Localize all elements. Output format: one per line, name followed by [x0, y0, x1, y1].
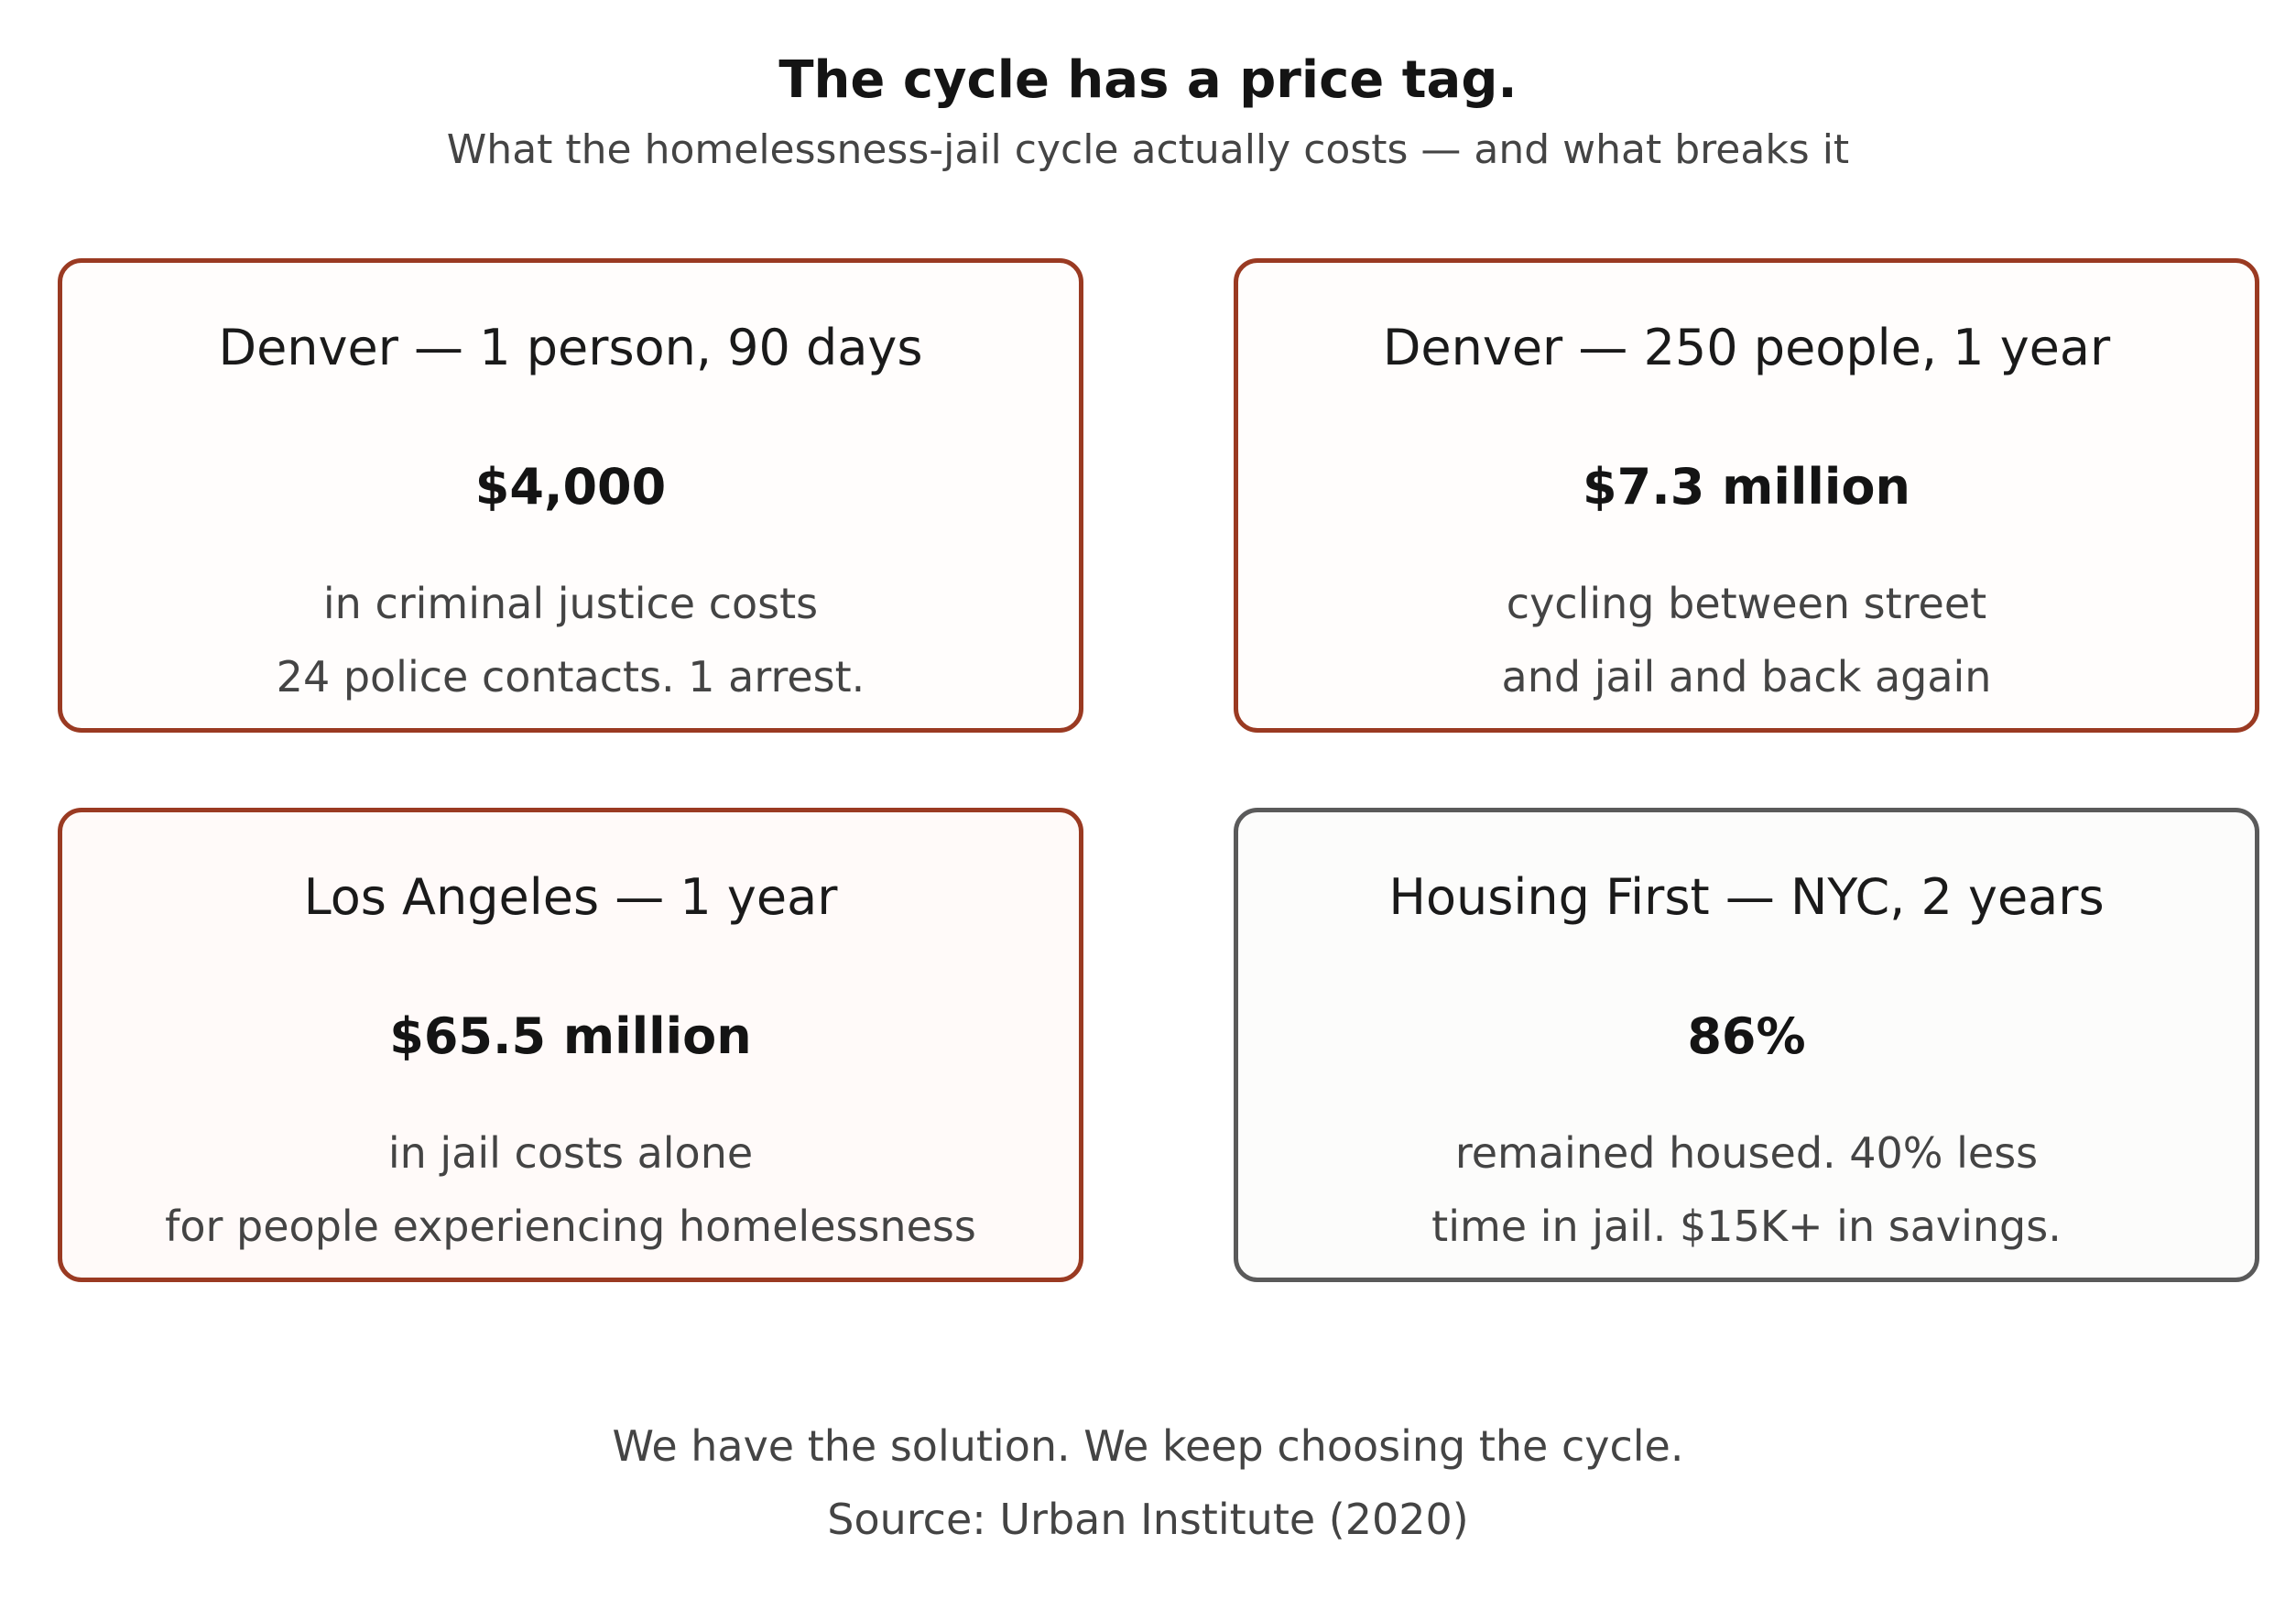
card-description-line-2: and jail and back again	[1501, 652, 1992, 702]
card-description-line-1: remained housed. 40% less	[1454, 1128, 2039, 1178]
card-description-line-1: in criminal justice costs	[322, 579, 819, 628]
card-description-line-2: for people experiencing homelessness	[165, 1202, 976, 1251]
card-denver-one-person: Denver — 1 person, 90 days $4,000 in cri…	[58, 258, 1083, 733]
card-description-line-2: time in jail. $15K+ in savings.	[1431, 1202, 2062, 1251]
card-value: $65.5 million	[389, 1007, 752, 1065]
card-heading: Housing First — NYC, 2 years	[1388, 868, 2105, 926]
card-heading: Los Angeles — 1 year	[303, 868, 838, 926]
card-value: $4,000	[474, 458, 667, 516]
card-value: 86%	[1687, 1007, 1806, 1065]
card-heading: Denver — 1 person, 90 days	[218, 319, 923, 376]
card-value: $7.3 million	[1583, 458, 1910, 516]
card-description-line-1: cycling between street	[1506, 579, 1987, 628]
card-housing-first-nyc: Housing First — NYC, 2 years 86% remaine…	[1234, 808, 2259, 1282]
page-title: The cycle has a price tag.	[778, 50, 1518, 110]
card-description-line-2: 24 police contacts. 1 arrest.	[276, 652, 865, 702]
card-denver-250-people: Denver — 250 people, 1 year $7.3 million…	[1234, 258, 2259, 733]
card-los-angeles: Los Angeles — 1 year $65.5 million in ja…	[58, 808, 1083, 1282]
card-heading: Denver — 250 people, 1 year	[1382, 319, 2111, 376]
card-description-line-1: in jail costs alone	[387, 1128, 754, 1178]
footer-source: Source: Urban Institute (2020)	[827, 1495, 1469, 1544]
footer-tagline: We have the solution. We keep choosing t…	[612, 1421, 1684, 1471]
page-subtitle: What the homelessness-jail cycle actuall…	[446, 126, 1850, 173]
